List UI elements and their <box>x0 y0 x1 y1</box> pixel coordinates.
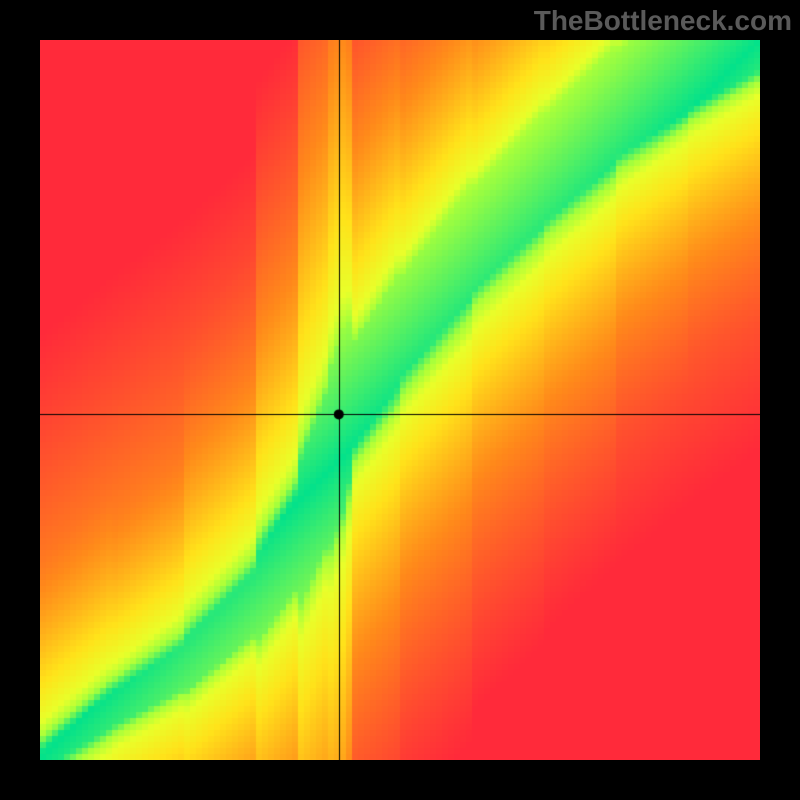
bottleneck-heatmap <box>40 40 760 760</box>
watermark-text: TheBottleneck.com <box>534 5 792 37</box>
